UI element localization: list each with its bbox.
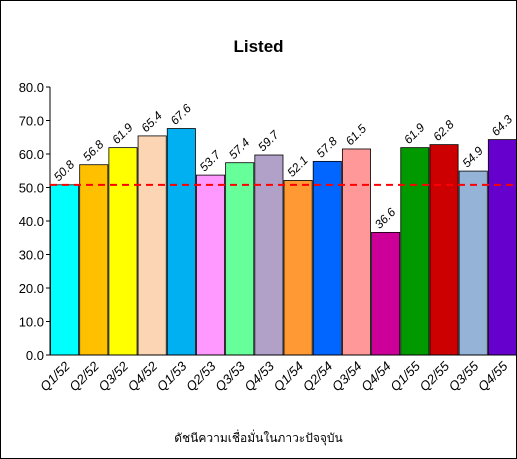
- y-tick-label: 30.0: [19, 248, 44, 263]
- data-label: 61.9: [401, 120, 428, 147]
- data-label: 65.4: [138, 108, 165, 135]
- y-tick-label: 80.0: [19, 80, 44, 95]
- bar-q3-53: [225, 162, 255, 356]
- bar-q1-53: [166, 128, 196, 356]
- y-tick-label: 60.0: [19, 147, 44, 162]
- x-tick-label: Q1/53: [154, 358, 190, 394]
- data-label: 61.5: [343, 121, 370, 148]
- bar-q2-55: [429, 144, 459, 356]
- bar-q4-53: [254, 154, 284, 356]
- x-tick-label: Q4/55: [475, 358, 511, 394]
- bar-q4-52: [137, 135, 167, 356]
- y-tick-label: 40.0: [19, 214, 44, 229]
- data-label: 67.6: [168, 101, 195, 128]
- x-tick-label: Q3/53: [212, 358, 248, 394]
- x-tick-label: Q3/55: [446, 358, 482, 394]
- x-tick-label: Q4/53: [241, 358, 277, 394]
- bar-q4-54: [371, 231, 401, 356]
- y-tick-label: 20.0: [19, 281, 44, 296]
- y-tick-label: 0.0: [26, 348, 44, 363]
- x-tick-label: Q1/55: [387, 358, 423, 394]
- data-label: 53.7: [197, 147, 224, 174]
- x-axis-title: ดัชนีความเชื่อมั่นในภาวะปัจจุบัน: [174, 431, 343, 445]
- data-label: 57.8: [314, 134, 341, 161]
- x-tick-label: Q3/54: [329, 359, 365, 395]
- x-tick-label: Q2/52: [66, 358, 102, 394]
- y-tick-label: 70.0: [19, 114, 44, 129]
- x-tick-label: Q4/54: [358, 359, 394, 395]
- data-label: 54.9: [459, 144, 486, 171]
- bar-q3-55: [458, 170, 488, 356]
- x-tick-label: Q2/55: [416, 358, 452, 394]
- x-tick-label: Q2/54: [300, 359, 336, 395]
- bar-q2-54: [312, 160, 342, 356]
- x-tick-label: Q3/52: [95, 358, 131, 394]
- bar-q1-52: [50, 184, 80, 356]
- chart-title: Listed: [233, 37, 284, 56]
- data-label: 64.3: [489, 112, 516, 139]
- x-tick-label: Q2/53: [183, 358, 219, 394]
- bar-q4-55: [487, 139, 516, 356]
- x-tick-label: Q1/54: [271, 359, 307, 395]
- data-label: 56.8: [80, 137, 107, 164]
- bar-q3-54: [341, 148, 371, 356]
- data-label: 57.4: [226, 135, 253, 162]
- y-tick-label: 50.0: [19, 181, 44, 196]
- y-tick-label: 10.0: [19, 315, 44, 330]
- bar-q1-55: [400, 147, 430, 356]
- bar-q3-52: [108, 147, 138, 356]
- bar-q2-53: [196, 174, 226, 356]
- x-tick-label: Q1/52: [37, 358, 73, 394]
- x-tick-label: Q4/52: [125, 358, 161, 394]
- data-label: 59.7: [255, 127, 282, 154]
- data-label: 62.8: [430, 117, 457, 144]
- bar-q2-52: [79, 164, 109, 356]
- data-label: 50.8: [51, 157, 78, 184]
- data-label: 52.1: [284, 153, 310, 179]
- data-label: 61.9: [109, 120, 136, 147]
- bar-q1-54: [283, 180, 313, 356]
- data-label: 36.6: [372, 205, 399, 232]
